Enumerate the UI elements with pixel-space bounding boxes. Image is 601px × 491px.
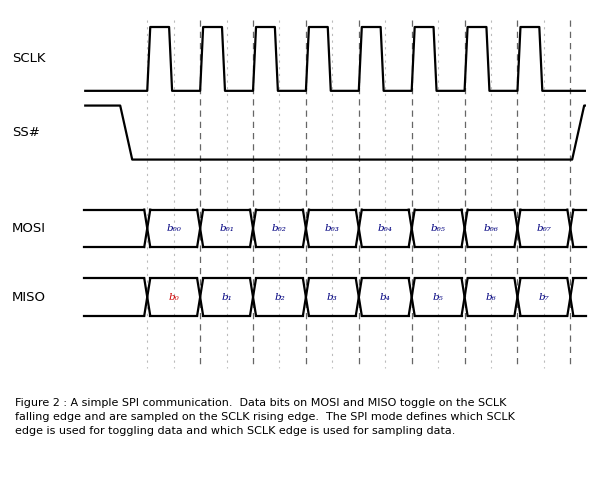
Text: b₂: b₂	[274, 293, 285, 301]
Text: SCLK: SCLK	[12, 53, 46, 65]
Text: b₁: b₁	[221, 293, 232, 301]
Text: b₃: b₃	[327, 293, 338, 301]
Text: b₀: b₀	[168, 293, 179, 301]
Text: b₀₆: b₀₆	[484, 224, 498, 233]
Text: b₀₃: b₀₃	[325, 224, 340, 233]
Text: b₀₀: b₀₀	[166, 224, 181, 233]
Text: SS#: SS#	[12, 126, 40, 139]
Text: b₅: b₅	[433, 293, 444, 301]
Text: b₀₁: b₀₁	[219, 224, 234, 233]
Text: b₇: b₇	[538, 293, 549, 301]
Text: b₀₂: b₀₂	[272, 224, 287, 233]
Text: b₀₅: b₀₅	[431, 224, 445, 233]
Text: Figure 2 : A simple SPI communication.  Data bits on MOSI and MISO toggle on the: Figure 2 : A simple SPI communication. D…	[15, 398, 515, 436]
Text: b₀₇: b₀₇	[537, 224, 551, 233]
Text: MOSI: MOSI	[12, 222, 46, 235]
Text: b₆: b₆	[486, 293, 496, 301]
Text: MISO: MISO	[12, 291, 46, 303]
Text: b₀₄: b₀₄	[378, 224, 392, 233]
Text: b₄: b₄	[380, 293, 391, 301]
